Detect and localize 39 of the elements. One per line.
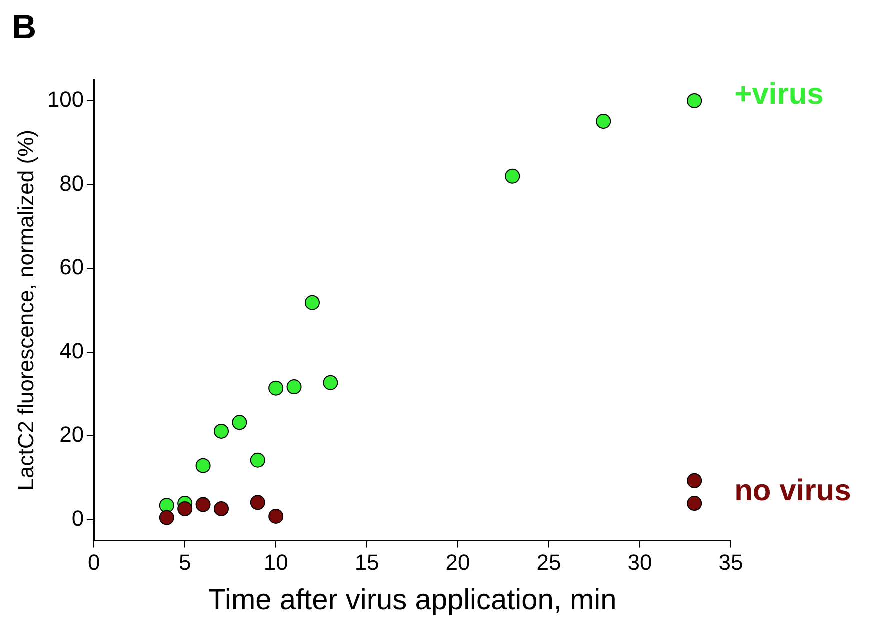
y-tick-label: 60 [60, 254, 84, 280]
x-tick-label: 30 [628, 550, 652, 576]
point [304, 295, 320, 310]
x-tick-label: 15 [354, 550, 380, 576]
point [250, 452, 266, 468]
point [214, 424, 229, 439]
point [596, 114, 612, 129]
y-tick-label: 40 [60, 338, 84, 364]
y-tick-label: 20 [60, 422, 84, 448]
point [159, 498, 174, 514]
y-tick-label: 100 [47, 87, 84, 112]
point [196, 458, 211, 474]
y-axis-title: LactC2 fluorescence, normalized (%) [13, 130, 38, 491]
x-tick-label: 25 [536, 550, 562, 576]
point [268, 380, 284, 396]
point [687, 473, 702, 488]
x-axis-title: Time after virus application, min [208, 584, 617, 617]
y-tick-label: 80 [60, 170, 84, 196]
x-tick-label: 35 [718, 550, 744, 576]
point [687, 496, 702, 512]
point [159, 510, 174, 526]
point [286, 380, 302, 395]
series-label: +virus [734, 78, 824, 112]
point [323, 375, 338, 390]
x-tick-label: 10 [264, 550, 288, 576]
point [250, 495, 266, 510]
point [178, 501, 193, 516]
point [214, 501, 229, 516]
point [268, 509, 284, 524]
x-tick-label: 0 [88, 550, 100, 576]
y-tick-label: 0 [72, 506, 84, 531]
x-tick-label: 5 [178, 550, 192, 576]
point [232, 415, 248, 430]
point [196, 497, 211, 512]
series-label: no virus [734, 474, 852, 508]
point [687, 93, 702, 108]
x-tick-label: 20 [446, 550, 470, 576]
text: B [12, 8, 37, 46]
point [505, 168, 520, 184]
